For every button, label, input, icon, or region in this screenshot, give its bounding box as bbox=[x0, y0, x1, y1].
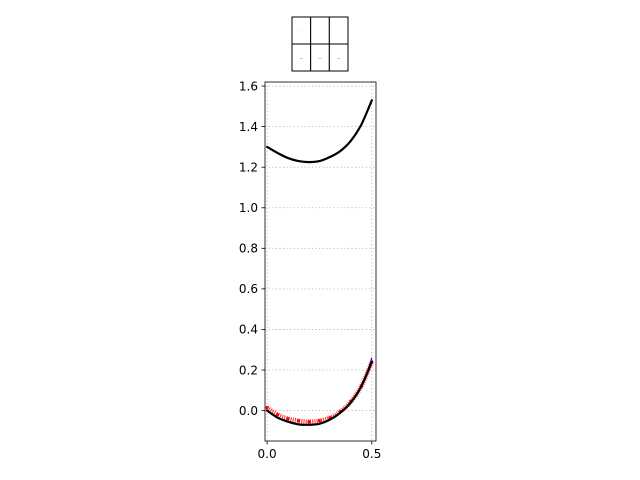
series-line-1 bbox=[265, 360, 373, 426]
y-tick-label: 0.2 bbox=[239, 363, 258, 377]
y-tick-label: 0.0 bbox=[239, 404, 258, 418]
series-line-0 bbox=[265, 99, 373, 164]
series-red-point bbox=[307, 420, 311, 424]
data-series bbox=[265, 99, 374, 426]
x-tick-label: 0.5 bbox=[362, 447, 381, 461]
series-red-band-2 bbox=[265, 361, 374, 424]
y-tick-label: 1.6 bbox=[239, 79, 258, 93]
series-red-point bbox=[275, 413, 280, 417]
y-tick-label: 1.0 bbox=[239, 201, 258, 215]
series-red-point bbox=[265, 405, 269, 410]
table-cell-0-1 bbox=[310, 16, 330, 45]
series-red-point bbox=[286, 417, 290, 421]
y-tick-label: 0.4 bbox=[239, 323, 258, 337]
table-cell-text-1-0: — bbox=[299, 56, 303, 61]
table-cell-text-1-2: — bbox=[337, 56, 341, 61]
table-cell-1-2 bbox=[328, 43, 349, 72]
series-red-point bbox=[317, 419, 322, 423]
table-cell-text-1-1: — bbox=[318, 56, 322, 61]
axis-ticks: 0.0 0.5 0.0 0.2 0.4 0.6 0.8 1.0 1.2 1.4 1.6 bbox=[239, 79, 381, 461]
y-tick-label: 1.4 bbox=[239, 120, 258, 134]
y-tick-label: 0.8 bbox=[239, 242, 258, 256]
table-cell-text-0-0: · bbox=[301, 29, 302, 34]
plot-frame bbox=[264, 81, 377, 442]
x-tick-label: 0.0 bbox=[258, 447, 277, 461]
grid-lines bbox=[265, 82, 376, 441]
y-tick-label: 1.2 bbox=[239, 160, 258, 174]
y-tick-label: 0.6 bbox=[239, 282, 258, 296]
table-cell-0-2 bbox=[328, 16, 349, 45]
series-red-point bbox=[296, 419, 301, 423]
inset-table: · — — — bbox=[291, 16, 349, 72]
